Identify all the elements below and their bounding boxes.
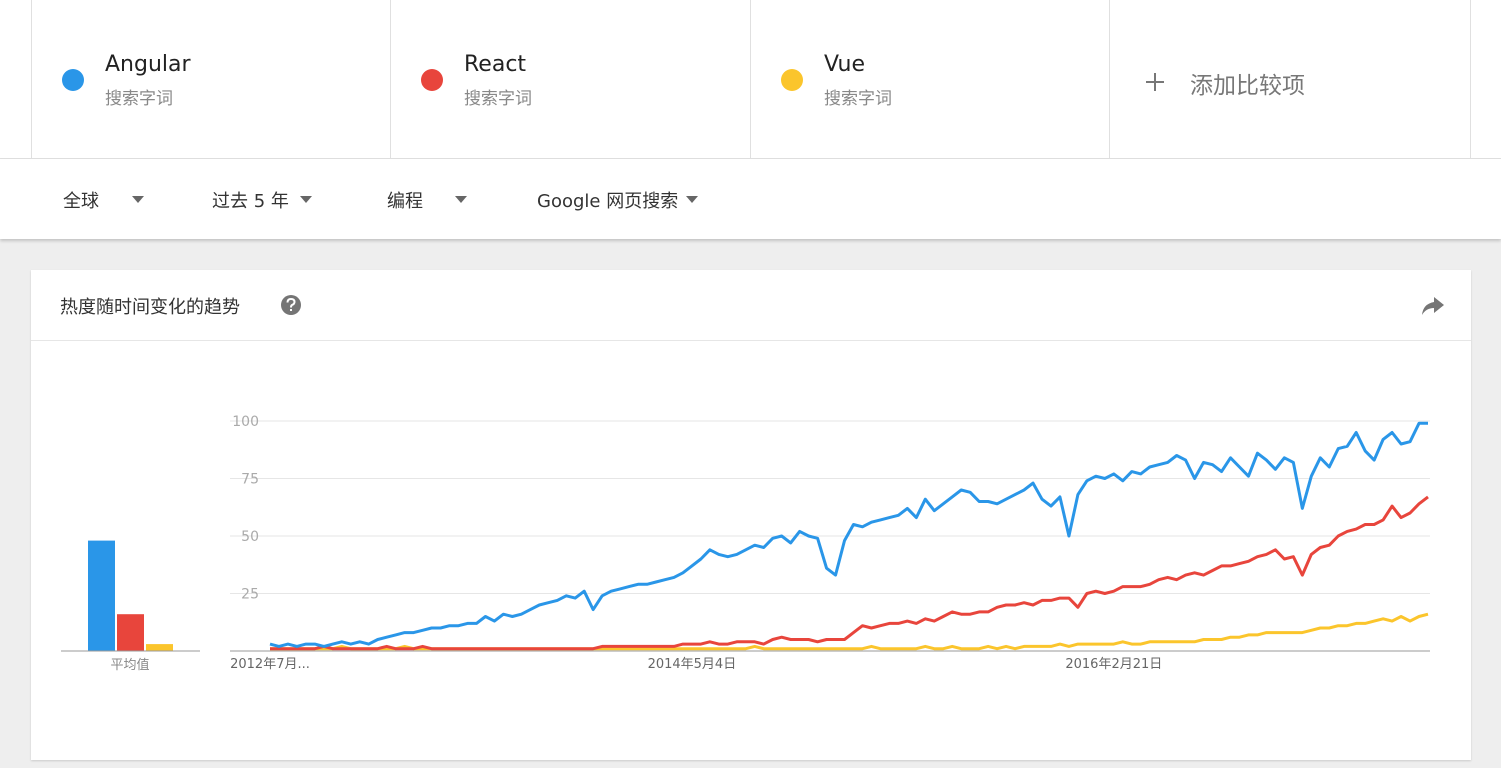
help-icon[interactable] [280, 294, 302, 316]
dropdown-arrow[interactable] [455, 196, 467, 203]
add-compare: 添加比较项 [1190, 73, 1305, 99]
term-kind: 搜索字词 [824, 89, 892, 109]
series-line [269, 421, 1428, 648]
plus-icon [1146, 73, 1164, 91]
average-bar [117, 614, 144, 651]
term-color-dot [62, 69, 84, 91]
chart-card: 热度随时间变化的趋势 [31, 270, 1471, 760]
x-tick-label: 2016年2月21日 [1065, 657, 1162, 672]
average-bar [88, 540, 115, 651]
dropdown-arrow[interactable] [132, 196, 144, 203]
term-card[interactable]: Vue 搜索字词 [750, 0, 1110, 158]
filter-bar: 全球 过去 5 年 编程 Google 网页搜索 [0, 159, 1501, 239]
chart-title: 热度随时间变化的趋势 [60, 297, 240, 318]
y-tick-label: 25 [241, 587, 259, 603]
search-terms-bar: Angular 搜索字词 React 搜索字词 Vue 搜索字词 添加比较项 [0, 0, 1501, 159]
average-bar [146, 644, 173, 651]
term-name: React [464, 52, 527, 77]
x-tick-label: 2014年5月4日 [648, 657, 737, 672]
term-kind: 搜索字词 [105, 89, 173, 109]
term-name: Angular [105, 52, 191, 77]
y-tick-label: 75 [241, 472, 259, 488]
chart-card-header: 热度随时间变化的趋势 [31, 270, 1471, 341]
term-color-dot [421, 69, 443, 91]
share-icon[interactable] [1421, 296, 1445, 316]
filter-region[interactable]: 全球 [63, 191, 99, 212]
y-tick-label: 100 [232, 414, 259, 430]
average-label: 平均值 [110, 657, 149, 673]
x-tick-label: 2012年7月... [230, 657, 310, 672]
filter-category[interactable]: 编程 [387, 191, 423, 212]
series-line [270, 495, 1429, 651]
term-kind: 搜索字词 [464, 89, 532, 109]
filter-time[interactable]: 过去 5 年 [212, 191, 289, 212]
term-name: Vue [824, 52, 866, 77]
filter-search-type[interactable]: Google 网页搜索 [537, 191, 679, 212]
dropdown-arrow[interactable] [686, 196, 698, 203]
term-color-dot [781, 69, 803, 91]
term-card[interactable]: React 搜索字词 [390, 0, 750, 158]
series-line [270, 612, 1429, 651]
term-card[interactable]: Angular 搜索字词 [31, 0, 391, 158]
y-tick-label: 50 [241, 529, 259, 545]
dropdown-arrow[interactable] [300, 196, 312, 203]
add-compare-card[interactable]: 添加比较项 [1109, 0, 1471, 158]
